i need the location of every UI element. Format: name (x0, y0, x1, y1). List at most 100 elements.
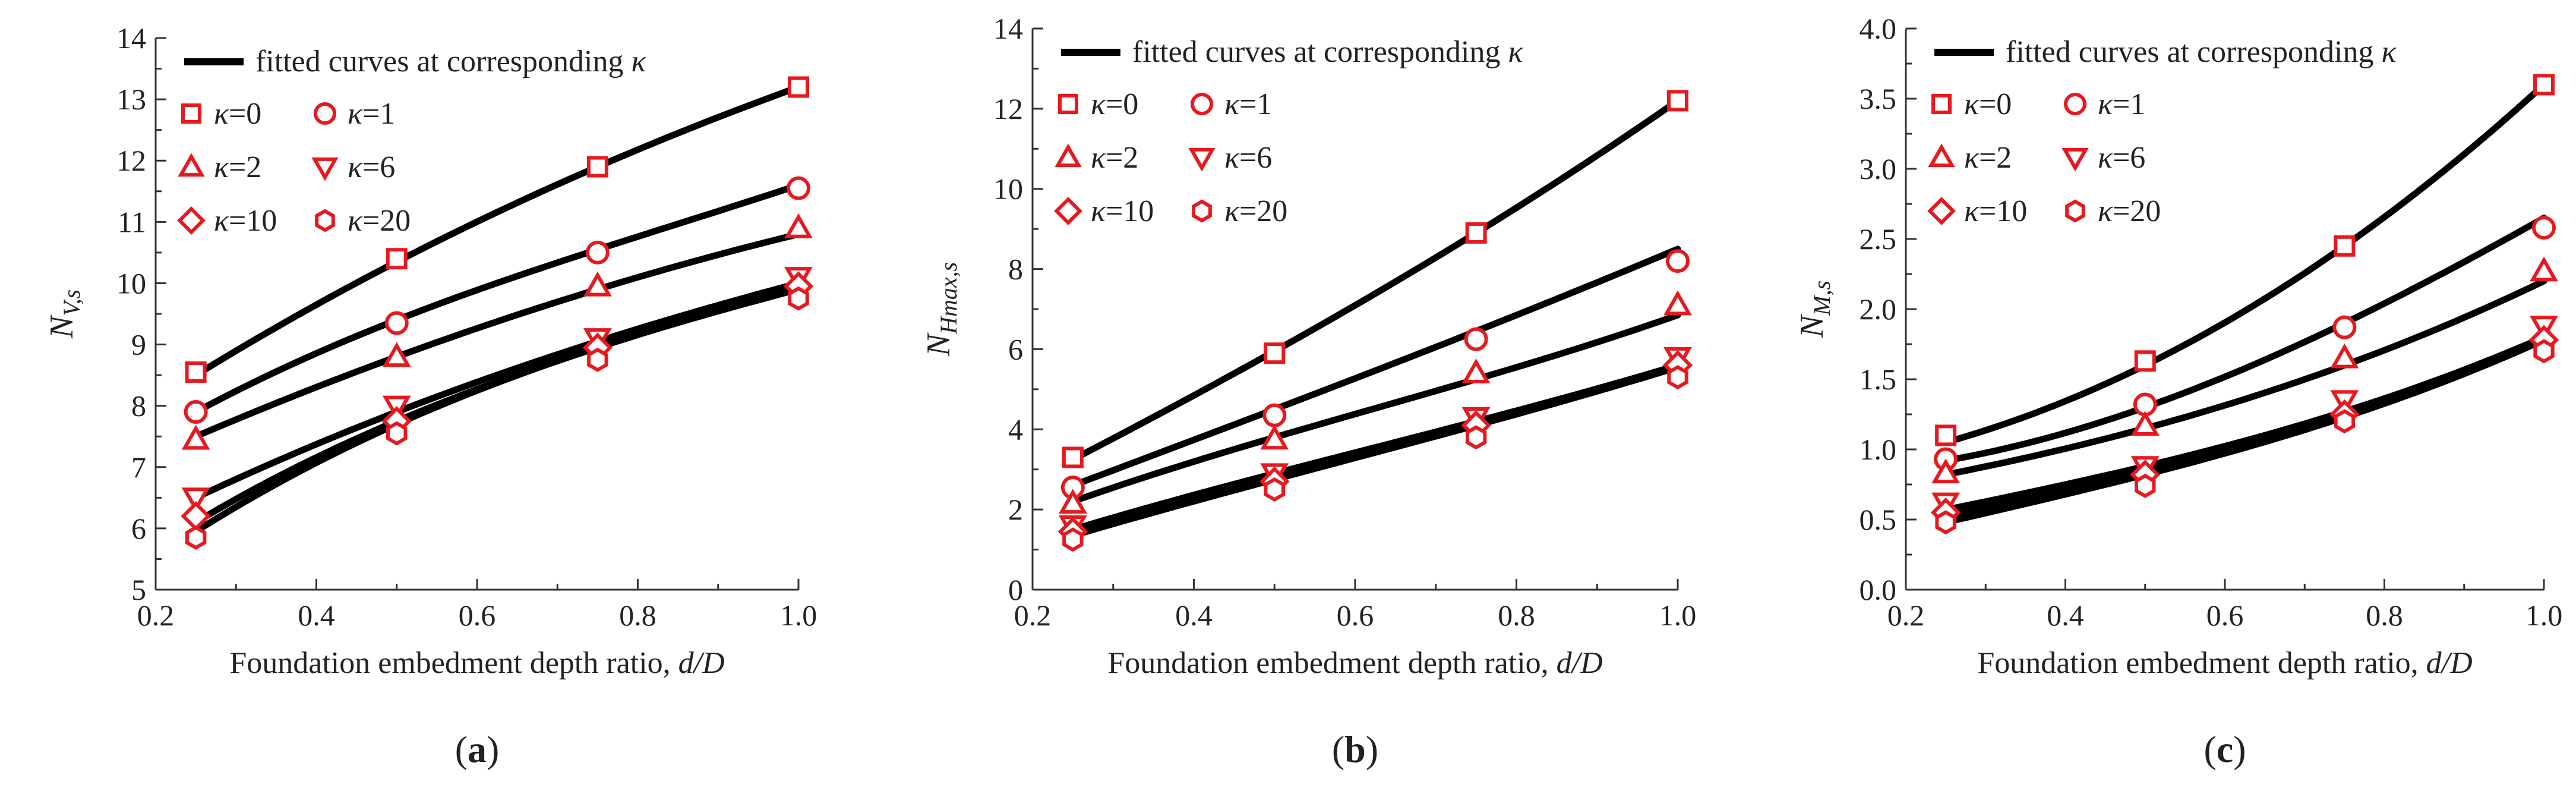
data-point-series-5-0 (1935, 510, 1956, 535)
data-point-series-5-3 (2533, 339, 2555, 364)
legend-entry-label: κ=6 (348, 150, 395, 184)
data-point-series-0-3 (788, 76, 809, 98)
y-tick-label: 14 (993, 12, 1023, 45)
legend-marker-hexagon (2065, 199, 2085, 223)
x-tick-label: 1.0 (780, 599, 817, 632)
data-point-series-0-3 (1667, 90, 1688, 112)
data-point-series-0-2 (2334, 235, 2356, 257)
y-tick-label: 0 (1008, 573, 1023, 606)
y-tick-label: 10 (993, 172, 1023, 206)
y-axis-label: NV,s (43, 289, 85, 339)
fitted-curve-series-1 (1069, 246, 1681, 489)
y-tick-label: 3.0 (1860, 152, 1897, 185)
fitted-curve-series-0 (192, 84, 802, 379)
data-point-series-0-3 (2533, 74, 2555, 96)
x-tick-label: 0.4 (1175, 599, 1213, 632)
data-point-series-1-2 (1464, 327, 1488, 351)
y-tick-label: 2 (1008, 493, 1023, 526)
legend-marker-square (181, 103, 201, 124)
data-point-series-0-1 (2134, 350, 2156, 372)
data-point-series-2-2 (1461, 358, 1491, 383)
x-axis-label: Foundation embedment depth ratio, d/D (1977, 646, 2472, 680)
data-point-series-1-1 (384, 311, 409, 335)
legend-entry-label: κ=10 (1964, 194, 2027, 228)
legend-entry-label: κ=10 (1091, 194, 1154, 228)
fitted-curve-series-5 (1942, 336, 2547, 526)
y-tick-label: 6 (1008, 332, 1023, 366)
data-point-series-2-3 (1663, 290, 1692, 316)
y-tick-label: 4.0 (1860, 12, 1897, 45)
fitted-curve-series-2 (192, 231, 802, 440)
data-point-series-0-2 (586, 156, 608, 178)
x-axis-label: Foundation embedment depth ratio, d/D (229, 646, 724, 680)
x-tick-label: 0.4 (298, 599, 335, 632)
legend-marker-diamond (1927, 197, 1956, 225)
x-tick-label: 0.2 (137, 599, 175, 632)
legend-entry-label: κ=0 (1091, 87, 1138, 121)
legend-marker-triangle-down (311, 157, 339, 181)
legend-entry-label: κ=1 (1224, 87, 1272, 121)
legend-entry-label: κ=2 (1091, 141, 1138, 175)
legend-marker-diamond (1054, 197, 1082, 225)
data-point-series-5-1 (2135, 473, 2156, 498)
fitted-curve-series-0 (1069, 97, 1681, 463)
data-point-series-0-0 (1935, 424, 1957, 446)
legend-line-label: fitted curves at corresponding κ (255, 45, 646, 78)
legend-marker-triangle-up (1055, 143, 1082, 168)
data-point-series-3-0 (181, 487, 210, 513)
data-point-series-0-1 (1264, 342, 1286, 364)
y-tick-label: 0.5 (1860, 503, 1897, 536)
data-point-series-5-2 (2334, 409, 2356, 434)
legend-marker-square (1931, 94, 1952, 114)
panel-label: (b) (1332, 728, 1378, 770)
y-tick-label: 8 (1008, 253, 1023, 286)
data-point-series-0-0 (1062, 446, 1084, 468)
data-point-series-2-0 (1931, 458, 1961, 484)
legend-marker-circle (2064, 93, 2086, 115)
legend-entry-label: κ=20 (1224, 194, 1287, 228)
x-axis-label: Foundation embedment depth ratio, d/D (1107, 646, 1602, 680)
y-axis-label: NHmax,s (920, 262, 962, 357)
x-tick-label: 0.8 (1498, 599, 1535, 632)
y-tick-label: 4 (1008, 413, 1023, 446)
y-tick-label: 8 (131, 389, 146, 423)
y-tick-label: 12 (116, 144, 146, 177)
x-tick-label: 0.6 (1337, 599, 1374, 632)
panel-label: (a) (455, 728, 500, 770)
data-point-series-5-1 (386, 421, 408, 446)
legend-entry-label: κ=6 (1224, 141, 1272, 175)
fitted-curve-series-5 (192, 286, 802, 535)
fitted-curve-series-0 (1942, 81, 2547, 446)
panel-label: (c) (2204, 728, 2246, 770)
fitted-curve-series-2 (1069, 311, 1681, 505)
data-point-series-1-0 (184, 399, 208, 424)
data-point-series-2-3 (2530, 256, 2558, 282)
y-tick-label: 6 (131, 512, 146, 545)
data-point-series-2-1 (382, 342, 411, 367)
data-point-series-5-2 (1465, 425, 1487, 450)
data-point-series-5-0 (1062, 527, 1084, 552)
x-tick-label: 0.6 (459, 599, 496, 632)
legend-entry-label: κ=0 (214, 97, 261, 131)
legend-entry-label: κ=1 (2098, 87, 2145, 121)
legend-marker-hexagon (1192, 199, 1212, 223)
legend-line-label: fitted curves at corresponding κ (1132, 35, 1523, 69)
legend-marker-triangle-down (1188, 147, 1216, 172)
y-tick-label: 2.5 (1860, 222, 1897, 256)
legend-marker-triangle-up (178, 153, 205, 177)
chart-panel-2: 0 2 4 6 8 10 12 14 0.2 0.4 0.6 0.8 1.0 Foundation emb… (920, 12, 1696, 770)
legend-marker-triangle-up (1928, 143, 1955, 168)
data-point-series-0-2 (1465, 222, 1487, 244)
legend-entry-label: κ=10 (214, 204, 277, 238)
y-tick-label: 12 (993, 92, 1023, 125)
legend-entry-label: κ=2 (1964, 141, 2012, 175)
data-point-series-2-3 (784, 213, 813, 238)
legend-entry-label: κ=20 (348, 204, 411, 238)
legend-entry-label: κ=20 (2098, 194, 2161, 228)
data-point-series-2-2 (583, 271, 612, 297)
data-point-series-0-1 (386, 248, 408, 270)
data-point-series-1-3 (2532, 216, 2556, 240)
data-point-series-5-2 (587, 347, 608, 372)
